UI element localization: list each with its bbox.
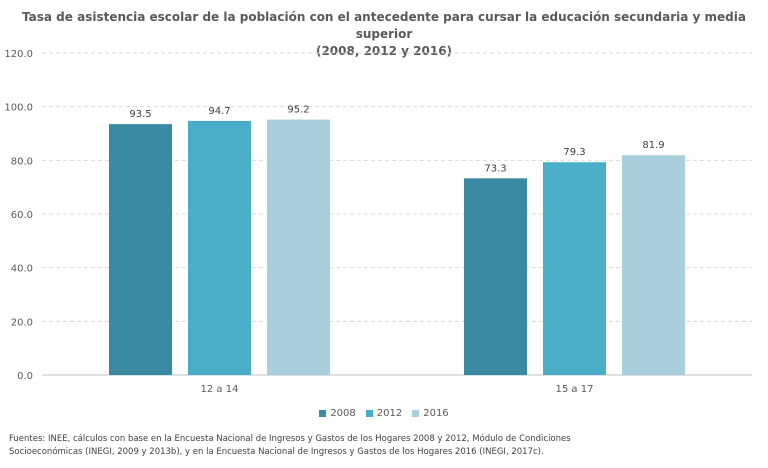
bar-chart: 0.0 20.0 40.0 60.0 80.0 100.0 120.0 93.5 94.7 95.…	[4, 49, 752, 395]
x-category-label: 12 a 14	[201, 384, 239, 395]
data-label: 93.5	[129, 109, 151, 120]
data-label: 81.9	[642, 140, 664, 151]
x-category-label: 15 a 17	[556, 384, 594, 395]
legend-swatch-2008	[319, 410, 327, 417]
bar-2016-1	[267, 119, 330, 376]
source-note-line2: Socioeconómicas (INEGI, 2009 y 2013b), y…	[9, 447, 544, 457]
legend-swatch-2016	[412, 410, 420, 417]
data-label: 94.7	[208, 106, 230, 117]
legend-item-2008: 2008	[319, 408, 356, 419]
chart-title-line1: Tasa de asistencia escolar de la poblaci…	[22, 10, 746, 41]
chart-title: Tasa de asistencia escolar de la poblaci…	[0, 9, 768, 60]
y-tick-label: 120.0	[4, 49, 33, 60]
legend-swatch-2012	[365, 410, 373, 417]
y-tick-label: 0.0	[17, 371, 33, 382]
bar-2012-1	[188, 120, 251, 375]
data-label: 73.3	[484, 163, 506, 174]
y-tick-label: 60.0	[11, 210, 33, 221]
y-tick-label: 40.0	[11, 264, 33, 275]
source-note-line1: Fuentes: INEE, cálculos con base en la E…	[9, 434, 571, 444]
legend-label-2016: 2016	[423, 408, 449, 419]
legend-label-2012: 2012	[376, 408, 403, 419]
chart-legend: 2008 2012 2016	[0, 408, 768, 419]
data-label: 79.3	[563, 147, 585, 158]
y-tick-label: 100.0	[4, 103, 33, 114]
legend-item-2012: 2012	[365, 408, 403, 419]
legend-item-2016: 2016	[412, 408, 449, 419]
y-tick-label: 20.0	[11, 317, 33, 328]
data-label: 95.2	[287, 105, 309, 116]
bar-2008-2	[464, 178, 527, 375]
bar-2012-2	[543, 162, 606, 375]
bar-2016-2	[622, 155, 685, 375]
chart-title-line2: (2008, 2012 y 2016)	[315, 44, 453, 58]
source-note: Fuentes: INEE, cálculos con base en la E…	[9, 433, 749, 459]
bar-2008-1	[109, 124, 172, 375]
y-tick-label: 80.0	[11, 156, 33, 167]
legend-label-2008: 2008	[330, 408, 356, 419]
